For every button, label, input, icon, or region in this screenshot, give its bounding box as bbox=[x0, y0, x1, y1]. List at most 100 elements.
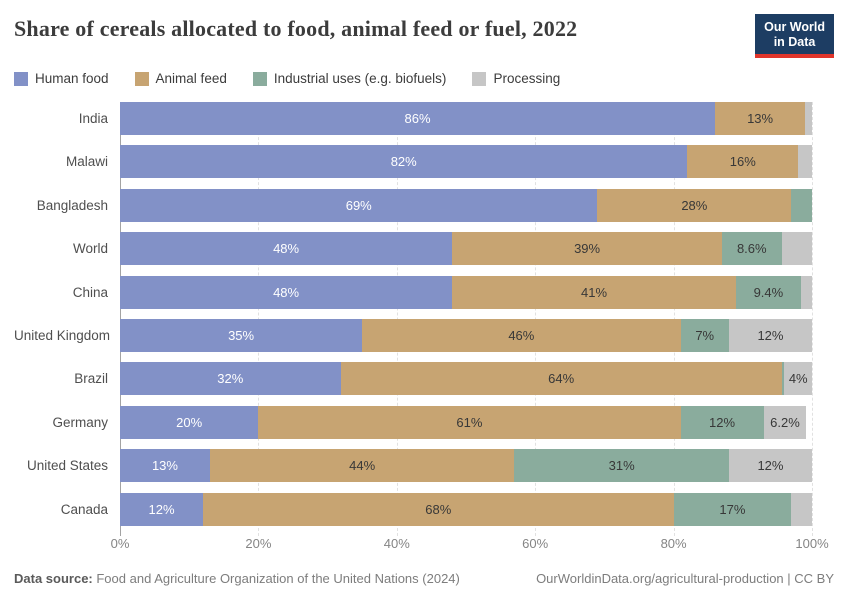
bar-segment[interactable]: 6.2% bbox=[763, 405, 807, 439]
x-axis-tick-label: 40% bbox=[383, 535, 410, 551]
bar-segment[interactable]: 86% bbox=[120, 102, 716, 135]
x-axis-tick-label: 80% bbox=[660, 535, 687, 551]
bar-row: Bangladesh 69% 28% bbox=[14, 188, 812, 222]
bar-segment[interactable] bbox=[791, 188, 812, 222]
bar-segment[interactable]: 17% bbox=[673, 492, 792, 526]
bar-segment[interactable] bbox=[781, 232, 812, 266]
bar-rows: India 86% 13% Malawi 82% 16% Bangladesh 69% 28% W… bbox=[14, 102, 812, 526]
bar-row: Canada 12% 68% 17% bbox=[14, 492, 812, 526]
x-axis-tick-label: 100% bbox=[795, 535, 829, 551]
x-axis: 0% 20% 40% 60% 80% 100% bbox=[111, 535, 829, 556]
category-label[interactable]: Bangladesh bbox=[36, 197, 108, 213]
segment-value-label: 46% bbox=[508, 327, 535, 343]
x-axis-tick-label: 60% bbox=[522, 535, 549, 551]
bar-segment[interactable]: 12% bbox=[120, 492, 204, 526]
bar-segment[interactable]: 13% bbox=[120, 449, 210, 483]
segment-value-label: 8.6% bbox=[736, 241, 767, 257]
bar-segment[interactable] bbox=[805, 102, 812, 135]
bar-segment[interactable]: 9.4% bbox=[735, 275, 801, 309]
segment-value-label: 61% bbox=[456, 414, 483, 430]
bar-row: World 48% 39% 8.6% bbox=[14, 232, 812, 266]
bar-segment[interactable]: 48% bbox=[120, 232, 453, 266]
segment-value-label: 20% bbox=[176, 414, 203, 430]
bar-segment[interactable]: 28% bbox=[597, 188, 792, 222]
segment-value-label: 12% bbox=[757, 327, 784, 343]
owid-logo[interactable]: Our World in Data bbox=[755, 14, 834, 58]
category-label[interactable]: World bbox=[72, 241, 108, 257]
credit-link[interactable]: OurWorldinData.org/agricultural-producti… bbox=[536, 571, 834, 586]
bar-segment[interactable]: 39% bbox=[452, 232, 723, 266]
bar-row: China 48% 41% 9.4% bbox=[14, 275, 812, 309]
bar-segment[interactable]: 41% bbox=[452, 275, 736, 309]
segment-value-label: 7% bbox=[695, 327, 715, 343]
category-label[interactable]: Brazil bbox=[74, 371, 108, 387]
data-source: Data source: Food and Agriculture Organi… bbox=[14, 571, 460, 586]
x-axis-tick-label: 0% bbox=[110, 535, 130, 551]
bar-segment[interactable] bbox=[781, 362, 785, 396]
legend-item[interactable]: Processing bbox=[472, 71, 560, 86]
segment-value-label: 17% bbox=[719, 501, 746, 517]
gridline bbox=[812, 102, 813, 536]
owid-logo-line1: Our World bbox=[764, 20, 825, 34]
legend: Human food Animal feed Industrial uses (e.… bbox=[14, 71, 834, 86]
bar-segment[interactable]: 16% bbox=[687, 145, 799, 179]
bar-segment[interactable]: 82% bbox=[120, 145, 688, 179]
category-label[interactable]: Canada bbox=[60, 501, 108, 517]
segment-value-label: 82% bbox=[390, 154, 417, 170]
segment-value-label: 9.4% bbox=[753, 284, 784, 300]
x-axis-tick-label: 20% bbox=[245, 535, 272, 551]
category-label[interactable]: India bbox=[78, 111, 108, 126]
segment-value-label: 4% bbox=[788, 371, 808, 387]
bar-segment[interactable]: 61% bbox=[258, 405, 681, 439]
bar-segment[interactable]: 7% bbox=[680, 318, 729, 352]
header: Share of cereals allocated to food, anim… bbox=[14, 14, 834, 58]
bar-segment[interactable]: 31% bbox=[514, 449, 729, 483]
category-label[interactable]: United States bbox=[26, 458, 108, 474]
bar-track: 35% 46% 7% 12% bbox=[120, 318, 812, 352]
segment-value-label: 13% bbox=[151, 458, 178, 474]
bar-segment[interactable]: 13% bbox=[715, 102, 806, 135]
segment-value-label: 41% bbox=[581, 284, 608, 300]
segment-value-label: 35% bbox=[228, 327, 255, 343]
bar-track: 69% 28% bbox=[120, 188, 812, 222]
stacked-bar-chart: India 86% 13% Malawi 82% 16% Bangladesh 69% 28% W… bbox=[14, 102, 829, 556]
chart-title: Share of cereals allocated to food, anim… bbox=[14, 16, 578, 41]
bar-segment[interactable] bbox=[800, 275, 812, 309]
bar-track: 48% 39% 8.6% bbox=[120, 232, 812, 266]
category-label[interactable]: Germany bbox=[52, 414, 108, 430]
bar-track: 48% 41% 9.4% bbox=[120, 275, 812, 309]
legend-item[interactable]: Animal feed bbox=[134, 71, 227, 86]
bar-segment[interactable]: 46% bbox=[362, 318, 681, 352]
bar-segment[interactable]: 64% bbox=[340, 362, 782, 396]
segment-value-label: 12% bbox=[709, 414, 736, 430]
legend-label: Processing bbox=[493, 71, 561, 86]
legend-item[interactable]: Human food bbox=[14, 71, 109, 86]
segment-value-label: 64% bbox=[548, 371, 575, 387]
bar-segment[interactable] bbox=[798, 145, 812, 179]
segment-value-label: 12% bbox=[148, 501, 175, 517]
bar-track: 32% 64% 4% bbox=[120, 362, 812, 396]
footer: Data source: Food and Agriculture Organi… bbox=[14, 571, 834, 586]
bar-track: 82% 16% bbox=[120, 145, 812, 179]
bar-segment[interactable]: 44% bbox=[209, 449, 515, 483]
legend-item[interactable]: Industrial uses (e.g. biofuels) bbox=[252, 71, 446, 86]
segment-value-label: 39% bbox=[574, 241, 601, 257]
bar-segment[interactable]: 69% bbox=[120, 188, 598, 222]
bar-row: United Kingdom 35% 46% 7% 12% bbox=[14, 318, 812, 352]
bar-segment[interactable]: 12% bbox=[728, 449, 812, 483]
legend-swatch-icon bbox=[472, 71, 487, 86]
bar-segment[interactable]: 8.6% bbox=[722, 232, 782, 266]
category-label[interactable]: China bbox=[72, 284, 108, 300]
bar-segment[interactable]: 68% bbox=[203, 492, 674, 526]
category-label[interactable]: United Kingdom bbox=[14, 327, 111, 343]
bar-segment[interactable]: 12% bbox=[680, 405, 764, 439]
bar-segment[interactable]: 48% bbox=[120, 275, 453, 309]
bar-segment[interactable]: 4% bbox=[784, 362, 812, 396]
bar-segment[interactable]: 32% bbox=[120, 362, 341, 396]
bar-segment[interactable]: 12% bbox=[728, 318, 812, 352]
category-label[interactable]: Malawi bbox=[65, 154, 108, 170]
segment-value-label: 68% bbox=[425, 501, 452, 517]
bar-segment[interactable]: 35% bbox=[120, 318, 363, 352]
bar-segment[interactable] bbox=[791, 492, 812, 526]
bar-segment[interactable]: 20% bbox=[120, 405, 259, 439]
